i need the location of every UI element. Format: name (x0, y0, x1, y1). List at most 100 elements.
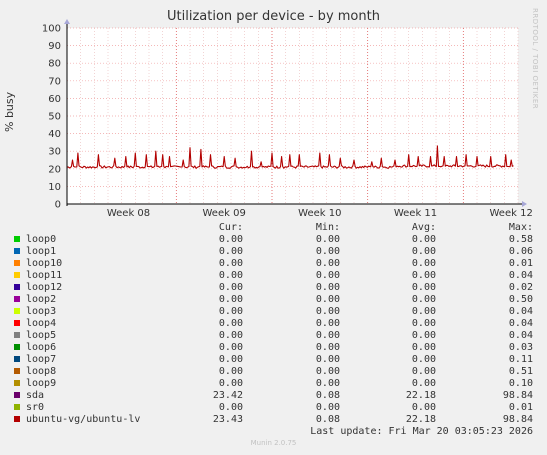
legend-min: 0.00 (315, 378, 340, 389)
legend-max: 0.06 (508, 246, 533, 257)
legend-min: 0.00 (315, 402, 340, 413)
chart-title: Utilization per device - by month (167, 9, 380, 24)
legend-swatch (14, 356, 20, 362)
legend-swatch (14, 272, 20, 278)
legend-avg: 0.00 (411, 234, 436, 245)
legend-min: 0.08 (315, 390, 340, 401)
legend-cur: 0.00 (218, 258, 243, 269)
legend-avg: 0.00 (411, 330, 436, 341)
y-tick-label: 80 (48, 59, 61, 70)
y-tick-labels: 0 10 20 30 40 50 60 70 80 90 100 (42, 24, 61, 211)
series-lines (66, 145, 514, 169)
legend-avg: 0.00 (411, 294, 436, 305)
legend-swatch (14, 416, 20, 422)
legend-avg: 0.00 (411, 318, 436, 329)
legend-cur: 0.00 (218, 294, 243, 305)
legend-swatch (14, 248, 20, 254)
legend-swatch (14, 284, 20, 290)
rrdtool-credit: RRDTOOL / TOBI OETIKER (531, 8, 539, 110)
legend-swatch (14, 368, 20, 374)
y-tick-label: 60 (48, 94, 61, 105)
legend-max: 0.50 (508, 294, 533, 305)
legend-name: loop9 (26, 378, 57, 389)
legend-max: 0.01 (508, 258, 533, 269)
legend-cur: 0.00 (218, 282, 243, 293)
legend-name: loop5 (26, 330, 57, 341)
x-tick-labels: Week 08 Week 09 Week 10 Week 11 Week 12 (107, 208, 533, 219)
legend-max: 0.10 (508, 378, 533, 389)
y-gridlines (67, 27, 518, 187)
legend-row: loop11 0.00 0.00 0.00 0.04 (0, 270, 547, 282)
legend-cur: 23.42 (212, 390, 243, 401)
y-axis-arrow-icon (64, 19, 70, 24)
legend-max: 0.11 (508, 354, 533, 365)
x-tick-label: Week 10 (298, 208, 341, 219)
legend-swatch (14, 320, 20, 326)
legend-avg: 22.18 (405, 414, 436, 425)
legend-cur: 23.43 (212, 414, 243, 425)
y-tick-label: 20 (48, 164, 61, 175)
legend-avg: 0.00 (411, 270, 436, 281)
legend-min: 0.00 (315, 234, 340, 245)
legend-avg: 0.00 (411, 258, 436, 269)
legend-cur: 0.00 (218, 330, 243, 341)
legend-swatch (14, 332, 20, 338)
legend-cur: 0.00 (218, 354, 243, 365)
legend-row: loop3 0.00 0.00 0.00 0.04 (0, 306, 547, 318)
legend-min: 0.00 (315, 270, 340, 281)
legend-min: 0.00 (315, 354, 340, 365)
legend-name: sr0 (26, 402, 45, 413)
legend-max: 0.03 (508, 342, 533, 353)
last-update: Last update: Fri Mar 20 03:05:23 2026 (310, 426, 533, 437)
legend-row: loop6 0.00 0.00 0.00 0.03 (0, 342, 547, 354)
series-line (66, 145, 514, 169)
legend-avg: 0.00 (411, 246, 436, 257)
legend-min: 0.00 (315, 366, 340, 377)
axes (64, 19, 527, 207)
legend-swatch (14, 236, 20, 242)
legend-name: loop12 (26, 282, 63, 293)
legend-min: 0.08 (315, 414, 340, 425)
legend-max: 98.84 (502, 414, 533, 425)
legend-avg: 0.00 (411, 282, 436, 293)
legend-row: loop9 0.00 0.00 0.00 0.10 (0, 378, 547, 390)
legend-row: loop5 0.00 0.00 0.00 0.04 (0, 330, 547, 342)
legend-min: 0.00 (315, 318, 340, 329)
legend-swatch (14, 344, 20, 350)
x-tick-label: Week 08 (107, 208, 150, 219)
legend-max: 98.84 (502, 390, 533, 401)
legend-avg: 0.00 (411, 306, 436, 317)
legend-swatch (14, 260, 20, 266)
legend-name: sda (26, 390, 45, 401)
legend-row: loop12 0.00 0.00 0.00 0.02 (0, 282, 547, 294)
legend-avg: 0.00 (411, 354, 436, 365)
legend-min: 0.00 (315, 246, 340, 257)
legend-row: loop1 0.00 0.00 0.00 0.06 (0, 246, 547, 258)
legend-max: 0.02 (508, 282, 533, 293)
legend-name: loop1 (26, 246, 57, 257)
legend-cur: 0.00 (218, 318, 243, 329)
legend-swatch (14, 380, 20, 386)
legend-row: loop4 0.00 0.00 0.00 0.04 (0, 318, 547, 330)
legend-cur: 0.00 (218, 306, 243, 317)
legend-avg: 0.00 (411, 402, 436, 413)
y-tick-label: 90 (48, 41, 61, 52)
y-tick-label: 10 (48, 182, 61, 193)
legend-max: 0.04 (508, 306, 533, 317)
legend-cur: 0.00 (218, 378, 243, 389)
header-min: Min: (315, 222, 340, 233)
legend-max: 0.04 (508, 330, 533, 341)
header-avg: Avg: (411, 222, 436, 233)
legend-name: loop6 (26, 342, 57, 353)
legend-avg: 0.00 (411, 378, 436, 389)
legend-name: loop7 (26, 354, 57, 365)
legend-row: loop0 0.00 0.00 0.00 0.58 (0, 234, 547, 246)
header-max: Max: (508, 222, 533, 233)
legend-min: 0.00 (315, 282, 340, 293)
legend-swatch (14, 308, 20, 314)
legend-min: 0.00 (315, 258, 340, 269)
legend-name: ubuntu-vg/ubuntu-lv (26, 414, 141, 425)
legend-name: loop2 (26, 294, 57, 305)
legend-max: 0.04 (508, 318, 533, 329)
